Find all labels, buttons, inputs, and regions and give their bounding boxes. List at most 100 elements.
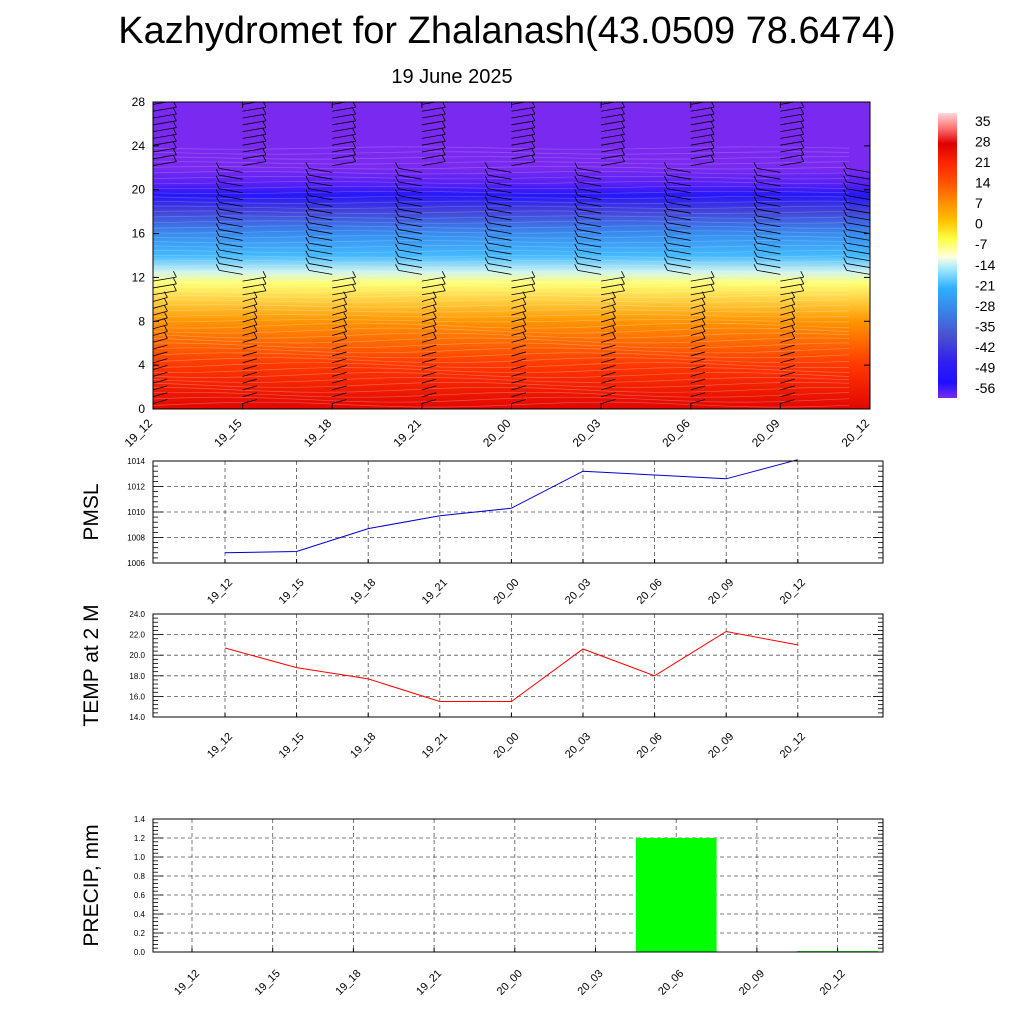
wind-barb: [511, 284, 536, 296]
wind-barb: [753, 223, 781, 234]
contour-line: [153, 235, 850, 239]
wind-barb: [215, 196, 243, 207]
wind-barb: [601, 148, 625, 160]
wind-barb: [601, 399, 616, 404]
wind-barb: [663, 182, 691, 194]
wind-barb: [242, 325, 258, 336]
colorbar-label: 14: [975, 175, 991, 191]
wind-barb: [753, 209, 781, 221]
wind-barb: [153, 171, 154, 173]
wind-barb: [780, 114, 805, 126]
wind-barb: [843, 230, 870, 241]
wind-barb: [215, 257, 243, 268]
wind-barb: [421, 371, 437, 377]
wind-barb: [484, 189, 512, 200]
wind-barb: [215, 264, 243, 275]
wind-barb: [421, 311, 437, 323]
wind-barb: [332, 399, 347, 404]
pmsl-chart: 1006 1008 1010 1012 1014 19_12 19_15 19_18 19_21…: [80, 457, 884, 607]
wind-barb: [153, 121, 177, 132]
wind-barb: [601, 291, 616, 302]
wind-barb: [305, 264, 333, 275]
wind-barb: [869, 307, 870, 309]
wind-barb: [869, 158, 870, 159]
wind-barb: [663, 230, 691, 241]
y-tick-label: 24.0: [129, 610, 145, 619]
wind-barb: [780, 358, 795, 364]
wind-barb: [843, 216, 870, 228]
wind-barb: [690, 141, 715, 153]
wind-barb: [869, 348, 870, 350]
wind-barb: [215, 243, 243, 255]
wind-barb: [421, 298, 437, 309]
x-tick-label: 20_06: [635, 731, 665, 761]
page-title: Kazhydromet for Zhalanash(43.0509 78.647…: [118, 10, 896, 52]
wind-barb: [753, 189, 781, 200]
wind-barb: [484, 169, 512, 180]
wind-barb: [663, 169, 691, 180]
y-tick-label: 1.4: [134, 815, 146, 824]
x-tick-label: 19_12: [205, 577, 235, 607]
wind-barb: [332, 371, 347, 377]
wind-barb: [242, 128, 267, 139]
wind-barb: [484, 257, 512, 268]
y-tick-label: 22.0: [129, 631, 145, 640]
wind-barb: [242, 102, 260, 105]
x-tick-label: 20_12: [839, 416, 873, 450]
wind-barb: [421, 385, 437, 391]
wind-barb: [780, 378, 795, 384]
wind-barb: [601, 270, 625, 282]
colorbar-label: 21: [975, 154, 991, 170]
wind-barb: [153, 102, 170, 105]
wind-barb: [242, 385, 258, 391]
contour-line: [153, 367, 850, 373]
wind-barb: [780, 121, 805, 132]
wind-barb: [753, 236, 781, 248]
contour-line: [153, 396, 850, 403]
wind-barb: [601, 102, 625, 112]
wind-barb: [780, 141, 805, 153]
wind-barb: [869, 396, 870, 397]
wind-barb: [869, 389, 870, 390]
wind-barb: [780, 365, 795, 370]
wind-barb: [869, 341, 870, 343]
x-tick-label: 20_09: [737, 968, 767, 998]
x-tick-label: 19_15: [253, 968, 283, 998]
wind-barb: [690, 128, 715, 139]
wind-barb: [332, 114, 357, 126]
wind-barb: [484, 175, 512, 187]
contour-line: [153, 240, 850, 244]
wind-barb: [511, 128, 536, 139]
wind-barb: [215, 162, 243, 173]
wind-barb: [484, 216, 512, 228]
y-tick-label: 12: [132, 270, 146, 284]
wind-barb: [421, 351, 437, 357]
wind-barb: [511, 141, 536, 153]
wind-barb: [153, 219, 154, 220]
wind-barb: [843, 250, 870, 262]
wind-barb: [153, 291, 168, 302]
x-tick-label: 19_18: [348, 577, 378, 607]
wind-barb: [869, 314, 870, 316]
wind-barb: [690, 318, 706, 330]
wind-barb: [511, 114, 536, 126]
wind-barb: [153, 392, 168, 398]
wind-barb: [690, 304, 706, 316]
wind-barb: [332, 304, 348, 316]
wind-barb: [780, 291, 796, 302]
colorbar-label: 7: [975, 195, 983, 211]
wind-barb: [511, 311, 527, 323]
contour-line: [153, 391, 850, 398]
wind-barb: [601, 371, 616, 377]
wind-barb: [511, 291, 527, 302]
y-tick-label: 14.0: [129, 713, 145, 722]
wind-barb: [511, 332, 527, 343]
wind-barb: [332, 121, 357, 132]
wind-barb: [511, 351, 527, 357]
wind-barb: [690, 392, 706, 398]
wind-barb: [153, 185, 154, 186]
wind-barb: [753, 250, 781, 262]
y-tick-label: 0.8: [134, 872, 146, 881]
wind-barb: [601, 155, 625, 166]
temp-line: [224, 630, 798, 702]
